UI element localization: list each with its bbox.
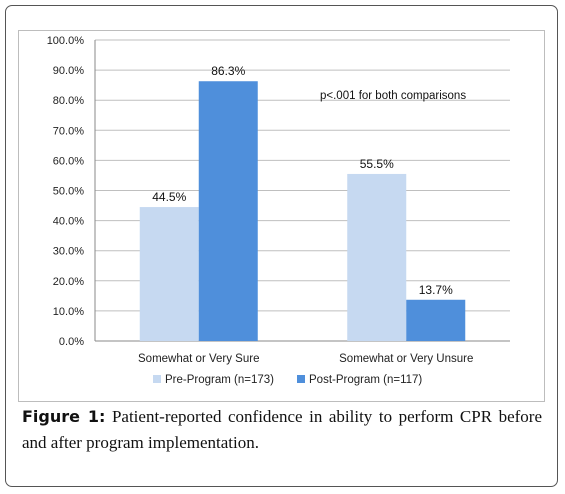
- bar-pre-2: [347, 173, 407, 341]
- data-label: 13.7%: [419, 283, 453, 297]
- significance-annotation: p<.001 for both comparisons: [320, 90, 466, 102]
- legend-label: Post-Program (n=117): [309, 374, 422, 386]
- y-tick-label: 0.0%: [59, 336, 84, 348]
- y-tick-label: 50.0%: [53, 186, 84, 198]
- legend-label: Pre-Program (n=173): [165, 374, 274, 386]
- y-tick-label: 60.0%: [53, 155, 84, 167]
- y-tick-label: 20.0%: [53, 276, 84, 288]
- y-tick-label: 70.0%: [53, 125, 84, 137]
- bar-post-1: [198, 81, 258, 341]
- figure-caption: Figure 1: Patient-reported confidence in…: [22, 404, 542, 456]
- y-tick-label: 30.0%: [53, 246, 84, 258]
- data-label: 44.5%: [152, 190, 186, 204]
- data-label: 86.3%: [211, 64, 245, 78]
- bar-post-2: [406, 299, 466, 341]
- y-axis-ticks: 0.0% 10.0% 20.0% 30.0% 40.0% 50.0% 60.0% 70.0% 8…: [47, 35, 85, 348]
- y-tick-label: 80.0%: [53, 95, 84, 107]
- data-labels: 44.5% 86.3% 55.5% 13.7%: [152, 64, 453, 297]
- y-tick-label: 40.0%: [53, 216, 84, 228]
- caption-text: Patient-reported confidence in ability t…: [22, 407, 542, 452]
- legend-swatch: [297, 375, 305, 383]
- legend-swatch: [153, 375, 161, 383]
- y-tick-label: 90.0%: [53, 65, 84, 77]
- figure-label: Figure 1:: [22, 407, 106, 426]
- legend: Pre-Program (n=173) Post-Program (n=117): [153, 374, 422, 386]
- data-label: 55.5%: [360, 157, 394, 171]
- category-labels: Somewhat or Very Sure Somewhat or Very Un…: [138, 353, 473, 365]
- bar-pre-1: [139, 207, 199, 341]
- y-tick-label: 10.0%: [53, 306, 84, 318]
- y-tick-label: 100.0%: [47, 35, 85, 47]
- category-label: Somewhat or Very Sure: [138, 353, 259, 365]
- category-label: Somewhat or Very Unsure: [339, 353, 473, 365]
- bars: [139, 81, 466, 341]
